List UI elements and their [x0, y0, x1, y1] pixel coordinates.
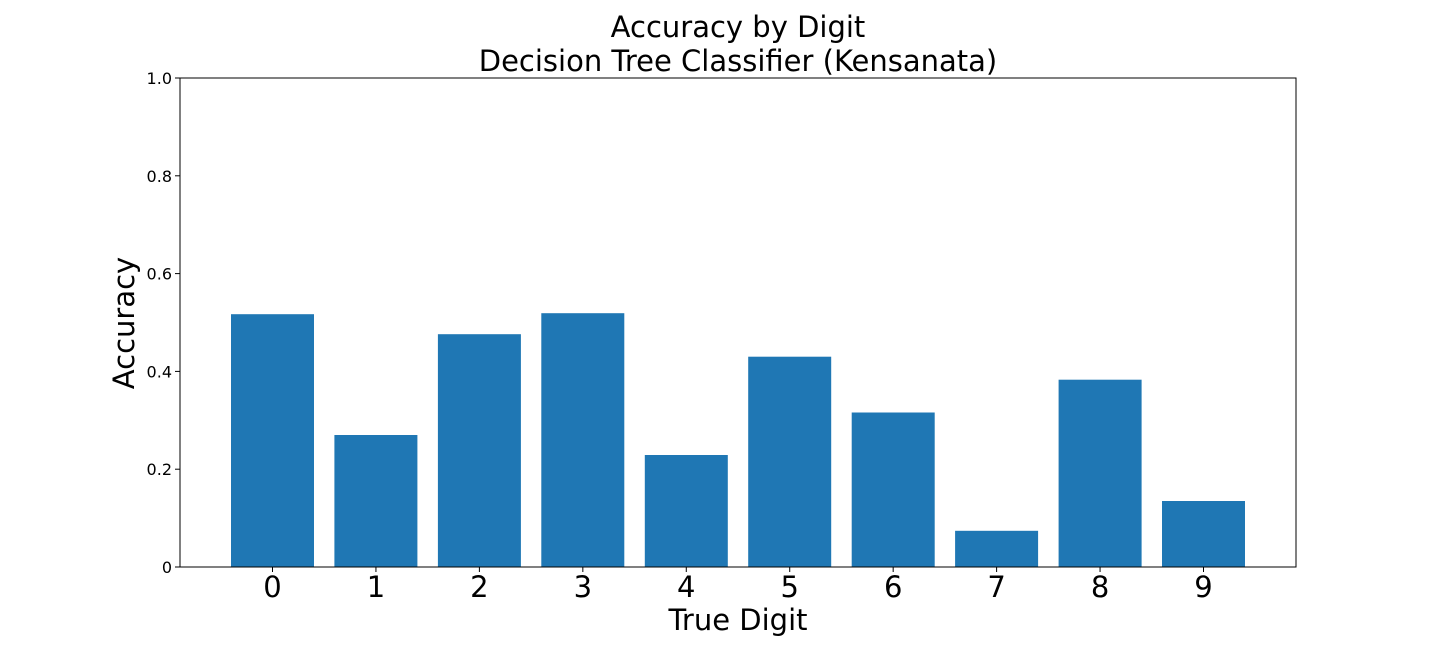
- x-axis-label: True Digit: [667, 603, 807, 637]
- y-tick-label: 0.8: [147, 167, 172, 186]
- y-axis-ticks: 0 0.2 0.4 0.6 0.8 1.0: [147, 69, 180, 577]
- x-tick-label: 7: [987, 570, 1005, 604]
- y-axis-label: Accuracy: [107, 257, 141, 389]
- y-tick-label: 0.4: [147, 362, 172, 381]
- x-axis-ticks: 0 1 2 3 4 5 6 7 8 9: [263, 567, 1213, 604]
- bar-digit-7: [955, 530, 1039, 567]
- bar-digit-6: [851, 412, 935, 567]
- bar-digit-3: [541, 313, 625, 567]
- x-tick-label: 5: [780, 570, 798, 604]
- bar-digit-4: [644, 455, 728, 567]
- y-tick-label: 0: [162, 558, 172, 577]
- chart-title: Accuracy by Digit: [611, 10, 866, 44]
- x-tick-label: 4: [677, 570, 695, 604]
- x-tick-label: 6: [884, 570, 902, 604]
- y-tick-label: 0.6: [147, 265, 172, 284]
- x-tick-label: 8: [1091, 570, 1109, 604]
- y-tick-label: 1.0: [147, 69, 172, 88]
- y-tick-label: 0.2: [147, 460, 172, 479]
- bar-digit-2: [437, 334, 521, 567]
- x-tick-label: 1: [367, 570, 385, 604]
- bar-digit-5: [748, 356, 832, 567]
- bar-digit-9: [1162, 501, 1245, 567]
- plot-frame: [179, 77, 1297, 568]
- bar-digit-0: [231, 314, 314, 567]
- chart-subtitle: Decision Tree Classifier (Kensanata): [479, 44, 998, 78]
- x-tick-label: 2: [470, 570, 488, 604]
- x-tick-label: 9: [1194, 570, 1212, 604]
- bar-digit-1: [334, 435, 418, 567]
- bar-digit-8: [1058, 379, 1142, 567]
- bars-group: [231, 313, 1245, 567]
- x-tick-label: 3: [574, 570, 592, 604]
- x-tick-label: 0: [263, 570, 281, 604]
